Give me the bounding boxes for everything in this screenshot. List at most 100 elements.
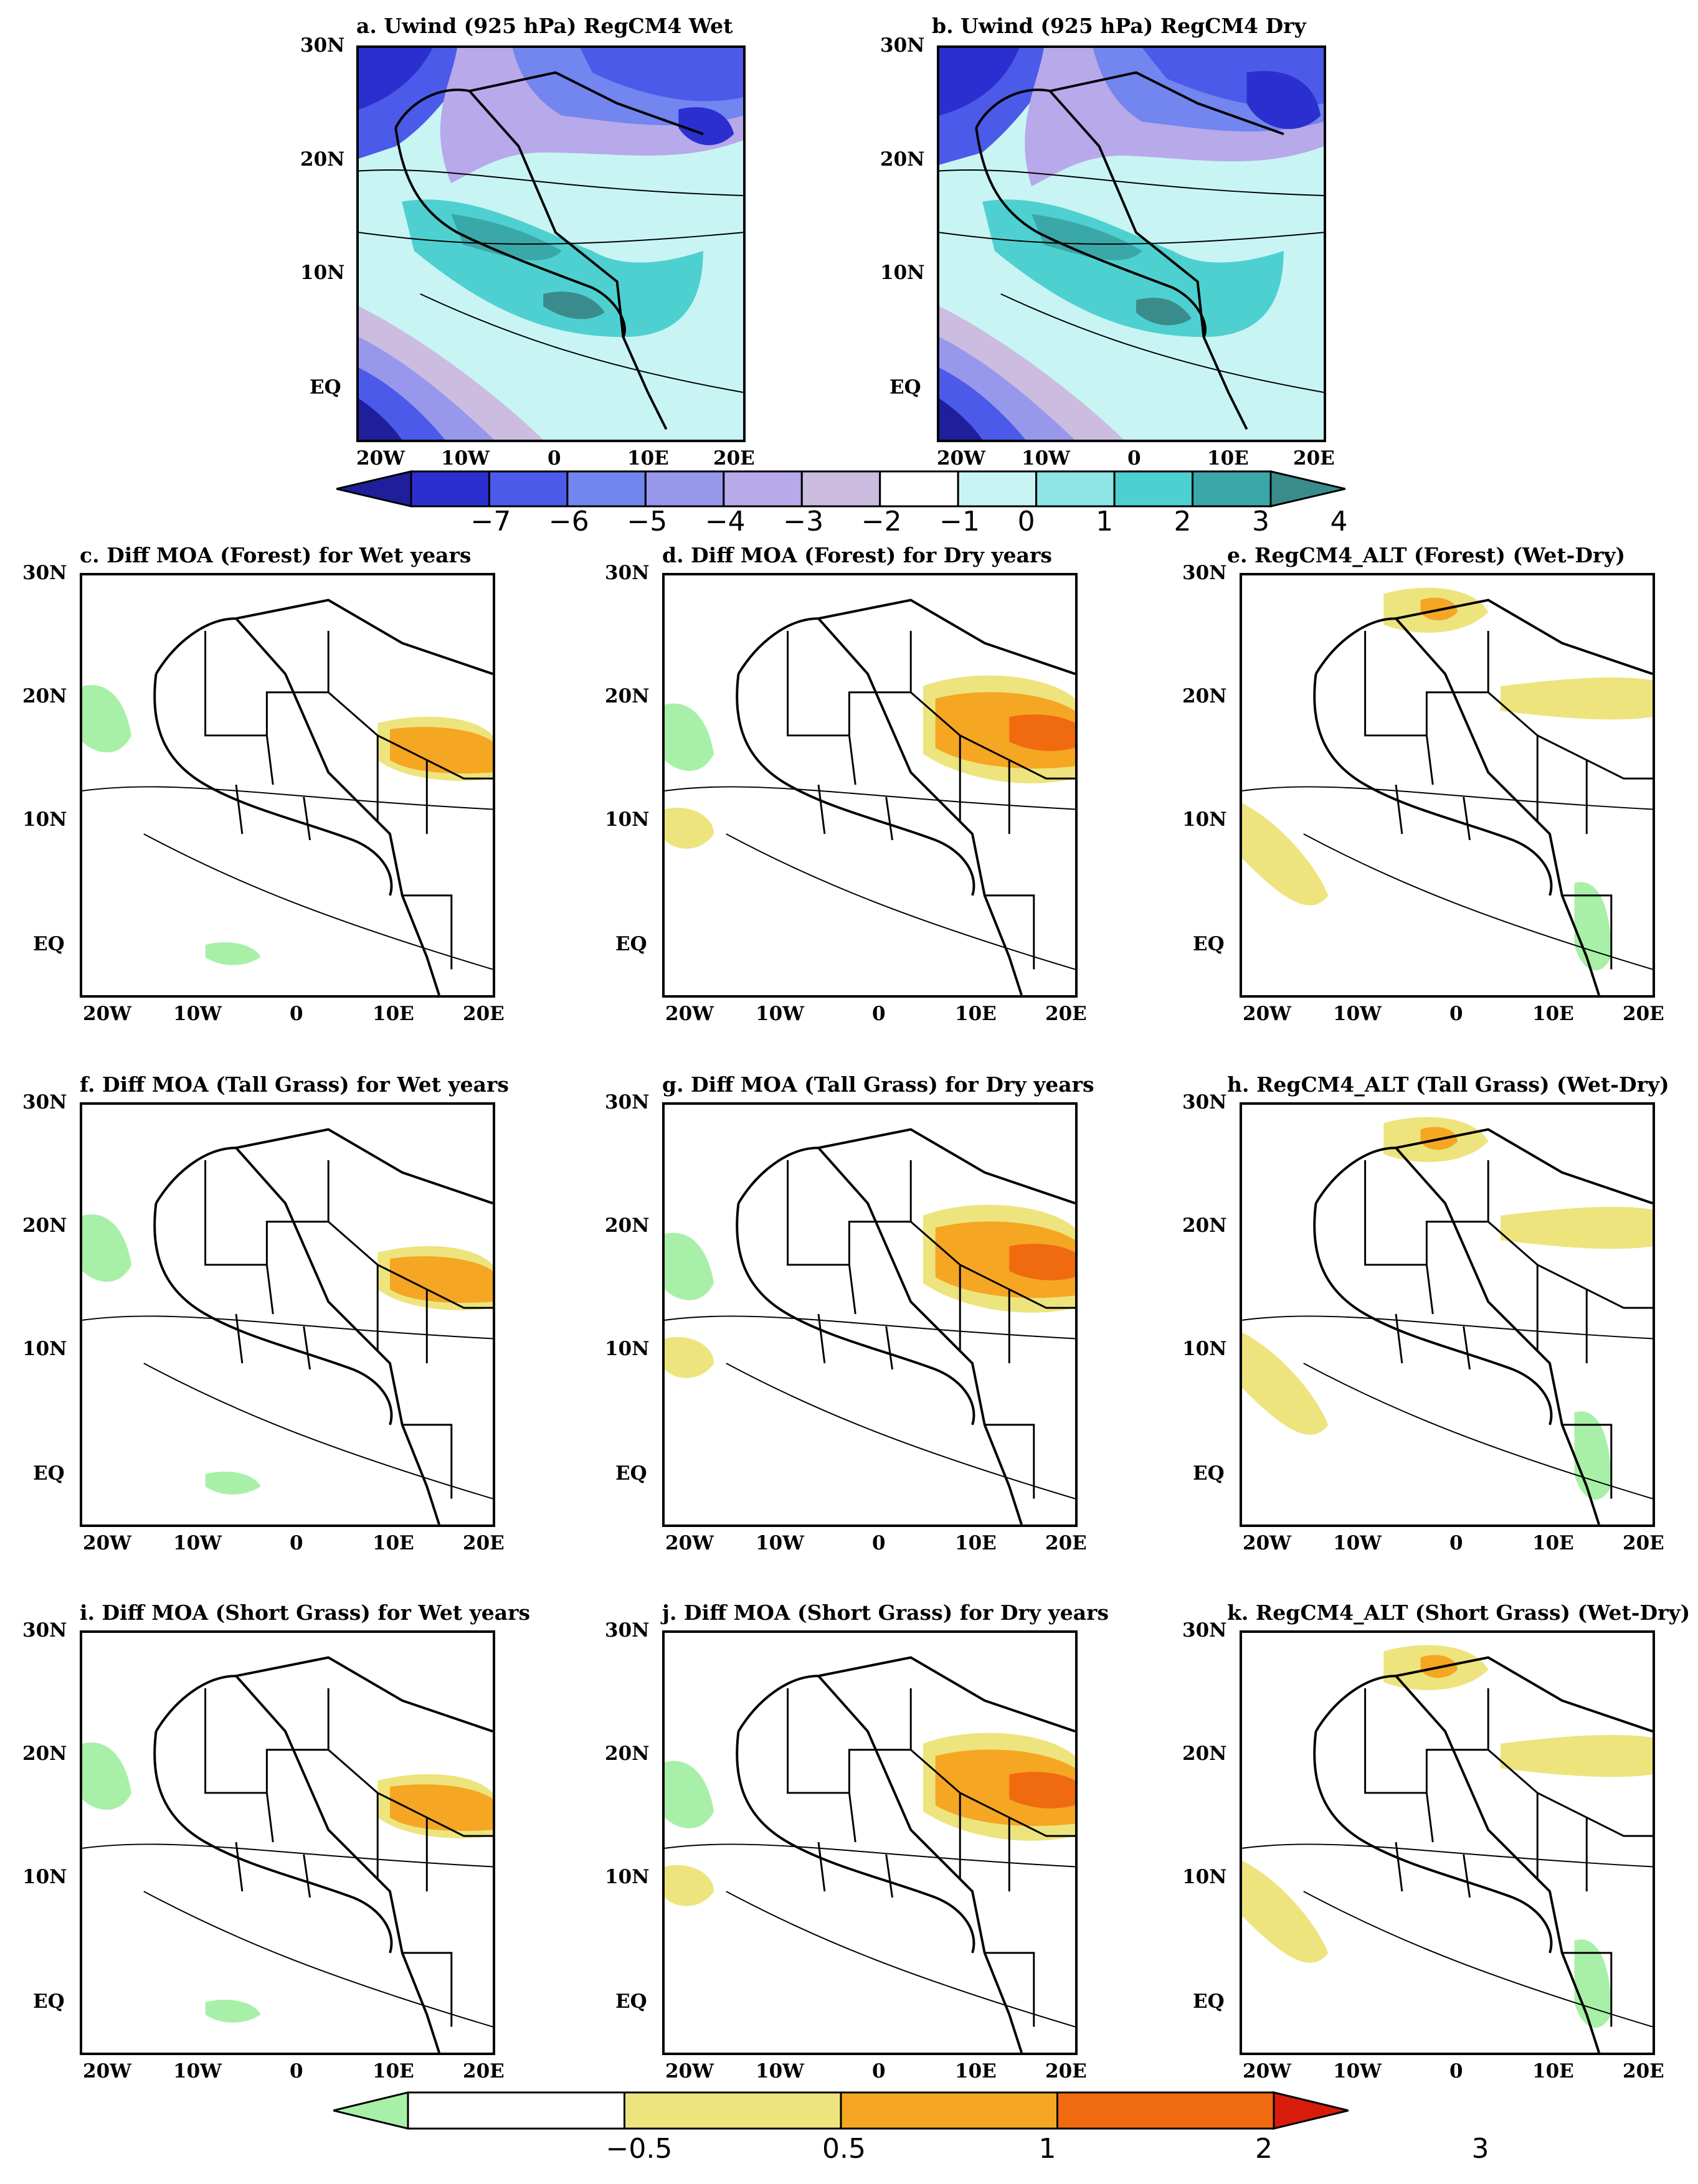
colorbar-swatch	[1113, 470, 1194, 508]
lon-tick: 10E	[372, 2060, 414, 2082]
lon-tick: 10E	[955, 1003, 997, 1025]
panel-title: f. Diff MOA (Tall Grass) for Wet years	[80, 1072, 509, 1097]
lon-tick-10w: 10W	[1022, 447, 1070, 470]
map-frame	[1240, 573, 1655, 998]
lon-tick: 20W	[665, 2060, 714, 2082]
colorbar-swatch	[957, 470, 1038, 508]
colorbar-label: −2	[861, 506, 902, 537]
coastline	[1313, 1128, 1653, 1525]
colorbar-swatch	[488, 470, 569, 508]
colorbar-swatch	[1035, 470, 1116, 508]
lat-tick: EQ	[615, 1462, 647, 1485]
lat-tick: 30N	[605, 1091, 650, 1113]
map-frame	[80, 1630, 495, 2055]
colorbar-swatch	[566, 470, 647, 508]
coastline	[153, 1656, 493, 2053]
lat-tick: 20N	[22, 685, 67, 707]
shaded-region	[82, 1742, 132, 1810]
panel-title: k. RegCM4_ALT (Short Grass) (Wet-Dry)	[1227, 1600, 1691, 1625]
map-frame	[80, 573, 495, 998]
country-border	[204, 630, 493, 970]
lon-tick: 20E	[1045, 1003, 1087, 1025]
lon-tick: 20E	[1623, 2060, 1664, 2082]
coastline	[1313, 1656, 1653, 2053]
lon-tick: 20E	[463, 2060, 505, 2082]
lat-tick: 20N	[605, 1742, 650, 1765]
lon-tick: 10W	[1333, 2060, 1382, 2082]
colorbar-label: −5	[627, 506, 668, 537]
lon-tick: 0	[872, 1532, 886, 1554]
shaded-region	[390, 1784, 493, 1832]
colorbar-label: 0.5	[822, 2133, 866, 2165]
difference-field	[82, 598, 493, 995]
lon-tick: 10E	[1532, 1003, 1574, 1025]
colorbar-label: 1	[1096, 506, 1114, 537]
panel-title: d. Diff MOA (Forest) for Dry years	[662, 543, 1052, 567]
uwind-wet-field	[359, 48, 743, 440]
lat-tick: EQ	[33, 1990, 65, 2013]
lon-tick: 10W	[1333, 1003, 1382, 1025]
lat-tick: 20N	[1182, 1742, 1227, 1765]
lat-tick: 20N	[22, 1742, 67, 1765]
map-frame	[80, 1102, 495, 1527]
map-frame	[662, 1102, 1078, 1527]
lon-tick: 10E	[955, 2060, 997, 2082]
shaded-region	[665, 1865, 714, 1906]
lon-tick: 10E	[1532, 1532, 1574, 1554]
lat-tick-eq: EQ	[889, 376, 921, 399]
panel-title: i. Diff MOA (Short Grass) for Wet years	[80, 1600, 531, 1625]
colorbar-swatch	[644, 470, 725, 508]
contour-line	[665, 786, 1075, 810]
colorbar-label: −0.5	[605, 2133, 673, 2165]
country-border	[787, 1160, 1075, 1499]
contour-line	[726, 833, 1075, 970]
difference-field	[665, 598, 1075, 995]
lat-tick: EQ	[33, 1462, 65, 1485]
colorbar-label: 2	[1174, 506, 1192, 537]
colorbar-max-arrow	[1273, 2091, 1349, 2130]
colorbar-swatch	[1056, 2091, 1275, 2130]
shaded-region	[1242, 1332, 1329, 1435]
lat-tick: 10N	[1182, 808, 1227, 831]
lon-tick: 20W	[83, 1003, 131, 1025]
panel-title: j. Diff MOA (Short Grass) for Dry years	[662, 1600, 1109, 1625]
lat-tick: 30N	[22, 562, 67, 584]
lon-tick: 10W	[173, 1003, 222, 1025]
shaded-region	[205, 1472, 261, 1495]
coastline	[153, 1128, 493, 1525]
shaded-region	[82, 685, 132, 753]
difference-field	[82, 1656, 493, 2053]
contour-line	[1303, 1363, 1653, 1500]
shaded-region	[1009, 1772, 1075, 1808]
shaded-region	[1009, 1244, 1075, 1280]
colorbar-label: 4	[1330, 506, 1348, 537]
lon-tick: 10E	[955, 1532, 997, 1554]
lat-tick: EQ	[1193, 933, 1225, 955]
lon-tick: 10E	[1532, 2060, 1574, 2082]
lon-tick: 10E	[372, 1003, 414, 1025]
shaded-region	[1242, 1860, 1329, 1963]
colorbar-top-swatches	[336, 470, 1345, 508]
lon-tick: 20E	[1045, 2060, 1087, 2082]
lat-tick-eq: EQ	[310, 376, 341, 399]
shaded-region	[665, 703, 714, 771]
lon-tick: 20W	[1243, 1532, 1291, 1554]
colorbar-min-arrow	[333, 2091, 409, 2130]
lat-tick-10n: 10N	[300, 262, 345, 284]
lat-tick: 20N	[1182, 685, 1227, 707]
lon-tick: 20E	[1623, 1003, 1664, 1025]
lon-tick-0: 0	[1127, 447, 1141, 470]
lat-tick: 10N	[1182, 1338, 1227, 1360]
contour-line	[726, 1891, 1075, 2028]
lon-tick: 0	[872, 2060, 886, 2082]
panel-title: e. RegCM4_ALT (Forest) (Wet-Dry)	[1227, 543, 1626, 567]
contour-line	[82, 786, 493, 810]
shaded-region	[390, 1256, 493, 1303]
colorbar-label: 1	[1038, 2133, 1056, 2165]
shaded-region	[1242, 803, 1329, 905]
country-border	[1364, 630, 1653, 970]
contour-line	[726, 1363, 1075, 1500]
colorbar-top	[336, 470, 1345, 508]
lat-tick: 20N	[605, 1214, 650, 1237]
lat-tick: 30N	[1182, 1619, 1227, 1642]
